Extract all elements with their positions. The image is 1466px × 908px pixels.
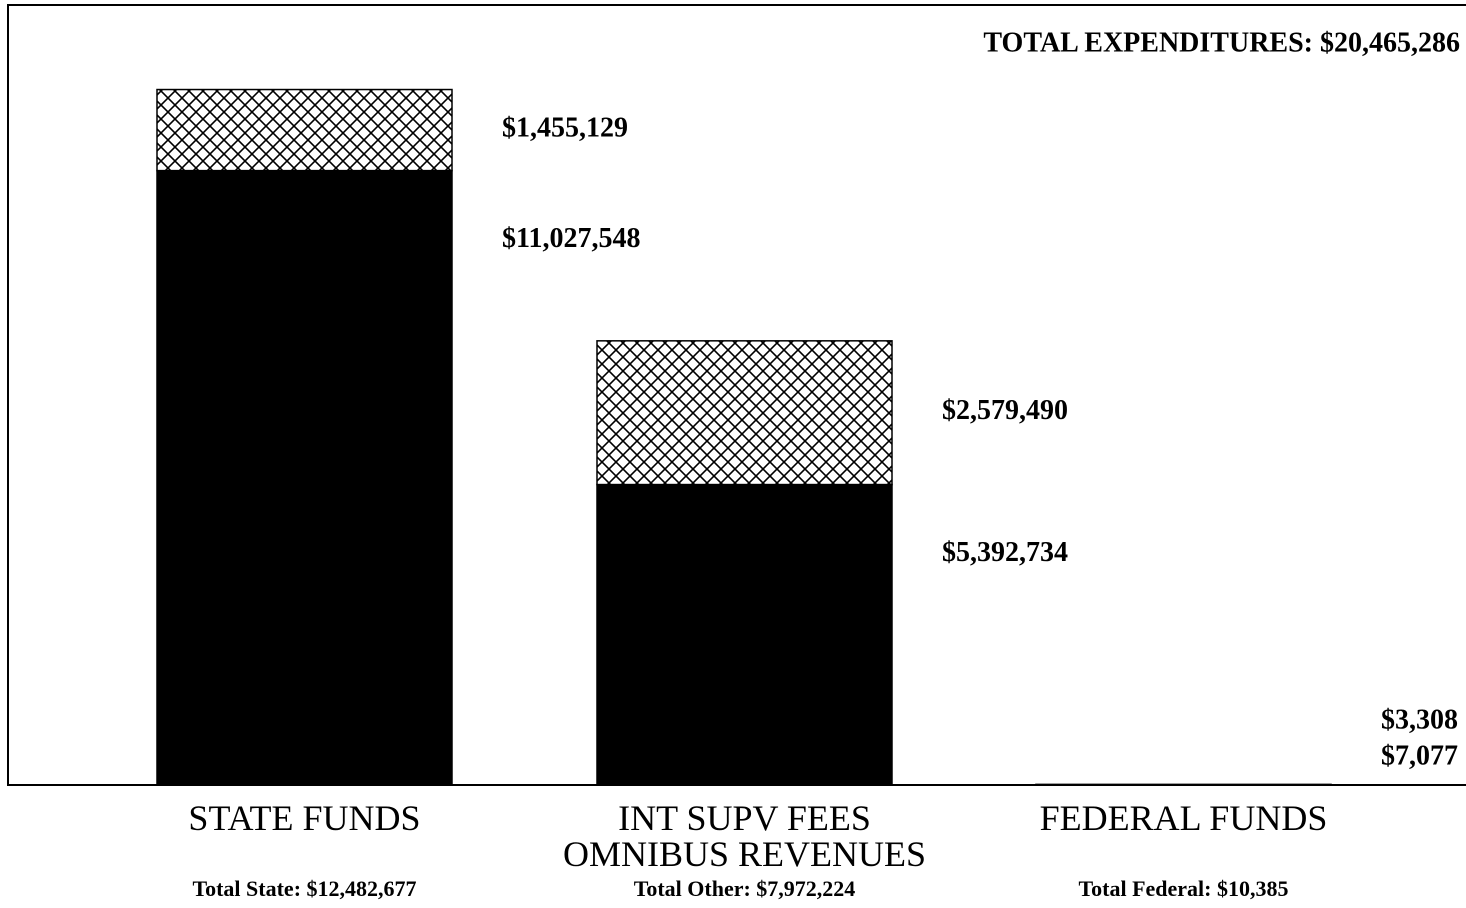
value-label: $2,579,490	[942, 395, 1068, 426]
value-label: $7,077	[1381, 740, 1458, 771]
category-label: FEDERAL FUNDS	[1039, 798, 1328, 838]
value-label: $1,455,129	[502, 112, 628, 143]
category-label: INT SUPV FEES OMNIBUS REVENUES	[562, 798, 927, 874]
bar-segment	[156, 169, 453, 786]
value-label: $3,308	[1381, 704, 1458, 735]
category-label: STATE FUNDS	[188, 798, 421, 838]
total-label: Total Federal: $10,385	[1078, 876, 1289, 901]
bar-segment	[596, 483, 893, 786]
total-label: Total State: $12,482,677	[192, 876, 417, 901]
bar-segment	[596, 340, 893, 486]
annotation: TOTAL EXPENDITURES: $20,465,286	[983, 27, 1460, 58]
total-label: Total Other: $7,972,224	[633, 876, 856, 901]
value-label: $11,027,548	[502, 223, 640, 254]
value-label: $5,392,734	[942, 537, 1068, 568]
chart: TOTAL EXPENDITURES: $20,465,286 $11,027,…	[7, 4, 1466, 786]
bar-segment	[156, 88, 453, 172]
